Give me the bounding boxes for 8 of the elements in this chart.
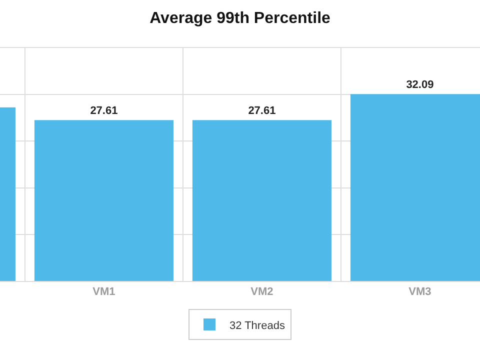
data-label: 27.61 xyxy=(90,105,118,118)
data-label: 32.09 xyxy=(406,79,434,92)
legend-label: 32 Threads xyxy=(230,320,286,332)
data-label: 27.61 xyxy=(248,105,276,118)
x-tick-label: VM3 xyxy=(408,286,432,298)
x-tick-label: VM2 xyxy=(250,286,274,298)
x-tick-label: VM1 xyxy=(92,286,116,298)
chart-title: Average 99th Percentile xyxy=(150,10,331,27)
